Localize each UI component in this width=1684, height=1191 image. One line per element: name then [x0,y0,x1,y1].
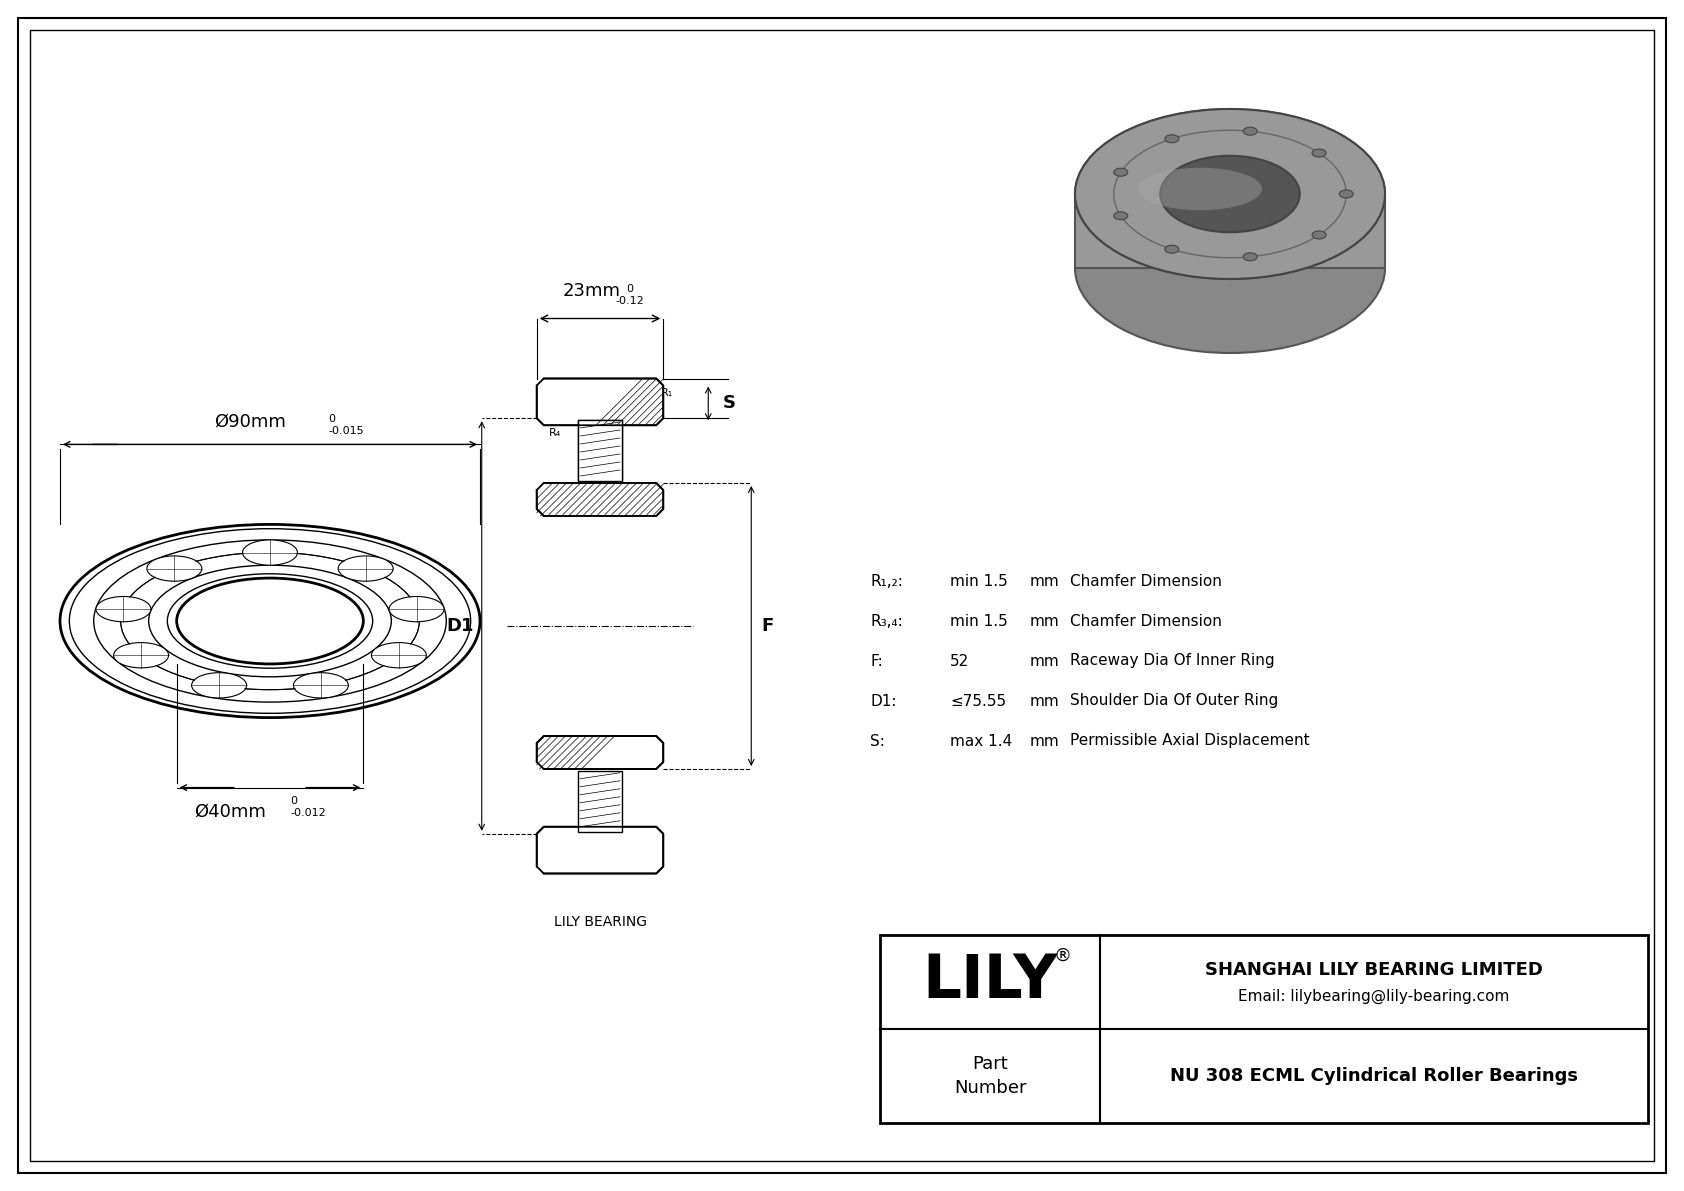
Text: Raceway Dia Of Inner Ring: Raceway Dia Of Inner Ring [1069,654,1275,668]
Ellipse shape [1243,127,1258,136]
Text: LILY: LILY [923,953,1058,1011]
Text: Chamfer Dimension: Chamfer Dimension [1069,574,1223,588]
Ellipse shape [113,643,168,668]
Ellipse shape [96,597,152,622]
Text: R₃,₄:: R₃,₄: [871,613,903,629]
Text: Part
Number: Part Number [953,1055,1026,1097]
Ellipse shape [147,556,202,581]
Text: -0.12: -0.12 [616,297,645,306]
Ellipse shape [1312,231,1325,239]
Ellipse shape [242,540,298,566]
Ellipse shape [293,673,349,698]
Polygon shape [537,484,663,516]
Text: F:: F: [871,654,882,668]
Text: Chamfer Dimension: Chamfer Dimension [1069,613,1223,629]
Ellipse shape [1074,110,1384,279]
Ellipse shape [1165,135,1179,143]
Text: R₁: R₁ [662,388,674,399]
Ellipse shape [1113,168,1128,176]
Text: R₂: R₂ [583,399,594,409]
Text: D1: D1 [446,617,473,635]
Ellipse shape [338,556,392,581]
Text: min 1.5: min 1.5 [950,574,1007,588]
Text: 0: 0 [328,414,335,424]
Ellipse shape [1243,252,1258,261]
Text: LILY BEARING: LILY BEARING [554,916,647,929]
Text: ≤75.55: ≤75.55 [950,693,1005,709]
Polygon shape [578,420,621,481]
Text: F: F [761,617,773,635]
Polygon shape [1074,194,1384,268]
Text: max 1.4: max 1.4 [950,734,1012,748]
Ellipse shape [1074,183,1384,353]
Text: Email: lilybearing@lily-bearing.com: Email: lilybearing@lily-bearing.com [1238,989,1509,1004]
Text: SHANGHAI LILY BEARING LIMITED: SHANGHAI LILY BEARING LIMITED [1206,961,1543,979]
Ellipse shape [389,597,445,622]
Ellipse shape [1339,191,1354,198]
Polygon shape [537,379,663,425]
Text: 0: 0 [626,285,633,294]
Text: 23mm: 23mm [562,282,621,300]
Text: NU 308 ECML Cylindrical Roller Bearings: NU 308 ECML Cylindrical Roller Bearings [1170,1067,1578,1085]
Text: R₃: R₃ [539,416,551,425]
Text: S:: S: [871,734,884,748]
Text: Ø90mm: Ø90mm [214,412,286,430]
Text: mm: mm [1031,693,1059,709]
Ellipse shape [192,673,246,698]
Text: ®: ® [1052,947,1071,965]
Ellipse shape [1113,212,1128,220]
Text: D1:: D1: [871,693,896,709]
Text: mm: mm [1031,734,1059,748]
Text: mm: mm [1031,654,1059,668]
Text: Permissible Axial Displacement: Permissible Axial Displacement [1069,734,1310,748]
Ellipse shape [1165,245,1179,254]
Text: R₁,₂:: R₁,₂: [871,574,903,588]
Text: -0.012: -0.012 [290,807,325,817]
Text: mm: mm [1031,613,1059,629]
Text: 52: 52 [950,654,970,668]
Ellipse shape [1074,110,1384,279]
Text: mm: mm [1031,574,1059,588]
Polygon shape [537,827,663,873]
Text: Shoulder Dia Of Outer Ring: Shoulder Dia Of Outer Ring [1069,693,1278,709]
Text: R₄: R₄ [549,429,561,438]
Text: S: S [722,394,736,412]
Text: -0.015: -0.015 [328,426,364,436]
Ellipse shape [372,643,426,668]
Text: Ø40mm: Ø40mm [194,803,266,821]
Polygon shape [537,736,663,769]
Ellipse shape [1160,156,1300,232]
Bar [578,420,621,481]
Text: 0: 0 [290,796,296,805]
Ellipse shape [1138,168,1261,211]
Ellipse shape [1312,149,1325,157]
Text: min 1.5: min 1.5 [950,613,1007,629]
Bar [578,771,621,831]
Bar [881,935,1649,1123]
